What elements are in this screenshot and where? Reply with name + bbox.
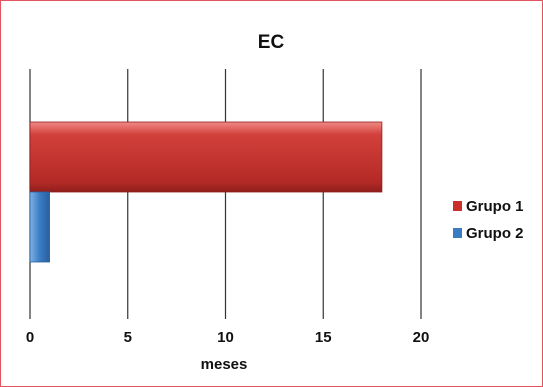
x-tick-label-1: 5 [124,329,132,346]
legend-label-2: Grupo 2 [466,225,524,242]
legend: Grupo 1 Grupo 2 [453,198,524,242]
legend-swatch-2 [453,228,462,238]
x-tick-label-2: 10 [217,329,234,346]
chart-title: EC [258,32,285,53]
bar-grupo-1 [29,121,383,193]
bar-grupo-2 [29,191,50,263]
x-tick-labels: 0 5 10 15 20 [26,329,430,346]
bars [29,121,383,263]
x-tick-label-4: 20 [413,329,430,346]
x-axis-label: meses [201,356,248,373]
legend-swatch-1 [453,201,462,211]
gridlines [29,69,422,319]
x-tick-label-0: 0 [26,329,34,346]
legend-label-1: Grupo 1 [466,198,524,215]
x-tick-label-3: 15 [315,329,332,346]
